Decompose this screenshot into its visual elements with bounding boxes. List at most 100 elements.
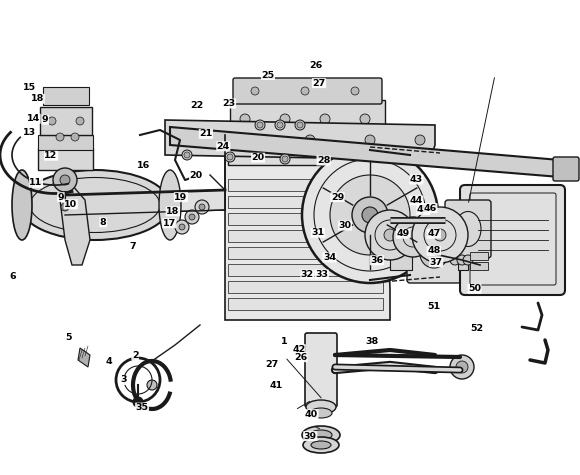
Text: 24: 24 xyxy=(217,142,230,151)
Circle shape xyxy=(147,380,157,390)
Text: 46: 46 xyxy=(424,204,437,212)
Ellipse shape xyxy=(310,430,332,440)
Circle shape xyxy=(297,122,303,128)
Text: 42: 42 xyxy=(292,345,305,353)
Polygon shape xyxy=(225,135,390,320)
Text: 10: 10 xyxy=(64,200,77,209)
Text: 48: 48 xyxy=(427,247,441,255)
Circle shape xyxy=(415,135,425,145)
FancyBboxPatch shape xyxy=(43,87,89,105)
Ellipse shape xyxy=(310,408,332,418)
Text: 36: 36 xyxy=(371,256,383,265)
Circle shape xyxy=(305,135,315,145)
Ellipse shape xyxy=(303,437,339,453)
Bar xyxy=(228,230,383,242)
FancyBboxPatch shape xyxy=(458,240,468,270)
Circle shape xyxy=(48,117,56,125)
Polygon shape xyxy=(60,185,90,265)
Text: 14: 14 xyxy=(27,114,40,123)
Bar xyxy=(228,264,383,276)
Text: 30: 30 xyxy=(339,221,351,230)
Circle shape xyxy=(427,247,441,261)
Circle shape xyxy=(179,224,185,230)
Circle shape xyxy=(245,135,255,145)
Text: 27: 27 xyxy=(313,79,325,87)
Text: 7: 7 xyxy=(129,242,136,250)
Circle shape xyxy=(182,150,192,160)
Circle shape xyxy=(365,210,415,260)
Circle shape xyxy=(351,87,359,95)
FancyBboxPatch shape xyxy=(553,157,579,181)
Text: 38: 38 xyxy=(366,337,379,345)
Circle shape xyxy=(360,114,370,124)
Circle shape xyxy=(282,156,288,162)
Circle shape xyxy=(60,175,70,185)
Polygon shape xyxy=(165,120,435,160)
Text: 29: 29 xyxy=(331,193,344,201)
Bar xyxy=(228,298,383,310)
Text: 18: 18 xyxy=(166,207,180,216)
Circle shape xyxy=(450,355,474,379)
Circle shape xyxy=(175,220,189,234)
FancyBboxPatch shape xyxy=(460,185,565,295)
Circle shape xyxy=(56,133,64,141)
Circle shape xyxy=(295,120,305,130)
Polygon shape xyxy=(65,190,225,215)
FancyBboxPatch shape xyxy=(228,137,386,165)
Text: 4: 4 xyxy=(106,357,113,365)
Polygon shape xyxy=(170,127,560,177)
Text: 47: 47 xyxy=(427,229,440,238)
Text: 9: 9 xyxy=(42,115,49,124)
Text: 15: 15 xyxy=(23,84,35,92)
Circle shape xyxy=(227,154,233,160)
Text: 5: 5 xyxy=(65,333,72,342)
Ellipse shape xyxy=(302,426,340,444)
Circle shape xyxy=(456,361,468,373)
Text: 52: 52 xyxy=(470,324,483,333)
Circle shape xyxy=(277,122,283,128)
Circle shape xyxy=(384,229,396,241)
Circle shape xyxy=(185,210,199,224)
Circle shape xyxy=(365,135,375,145)
Circle shape xyxy=(71,133,79,141)
Text: 50: 50 xyxy=(468,285,481,293)
Circle shape xyxy=(61,203,69,211)
FancyBboxPatch shape xyxy=(233,78,382,104)
FancyBboxPatch shape xyxy=(407,225,461,283)
FancyBboxPatch shape xyxy=(40,107,92,135)
Polygon shape xyxy=(78,348,90,367)
Bar xyxy=(470,252,488,260)
Circle shape xyxy=(352,197,388,233)
Circle shape xyxy=(53,168,77,192)
Text: 49: 49 xyxy=(397,229,409,238)
Text: 23: 23 xyxy=(223,99,235,108)
Text: 26: 26 xyxy=(310,61,322,70)
Text: 28: 28 xyxy=(317,156,331,165)
Circle shape xyxy=(434,229,446,241)
Circle shape xyxy=(225,152,235,162)
Text: 18: 18 xyxy=(31,95,45,103)
Text: 41: 41 xyxy=(270,381,283,390)
Text: 51: 51 xyxy=(427,302,440,311)
Circle shape xyxy=(195,200,209,214)
Text: 34: 34 xyxy=(323,253,336,262)
Text: 13: 13 xyxy=(23,128,35,136)
Text: 45: 45 xyxy=(417,206,430,214)
Circle shape xyxy=(280,114,290,124)
Ellipse shape xyxy=(159,170,181,240)
Bar xyxy=(470,262,488,270)
Text: 19: 19 xyxy=(175,193,187,201)
Text: 2: 2 xyxy=(132,351,139,360)
Circle shape xyxy=(255,120,265,130)
FancyBboxPatch shape xyxy=(445,200,491,258)
Bar xyxy=(228,196,383,208)
Ellipse shape xyxy=(450,255,460,265)
FancyBboxPatch shape xyxy=(305,333,337,407)
Text: 17: 17 xyxy=(163,219,176,228)
Ellipse shape xyxy=(463,255,473,265)
Ellipse shape xyxy=(311,441,331,449)
Bar xyxy=(228,281,383,293)
Text: 40: 40 xyxy=(305,410,318,418)
Circle shape xyxy=(320,114,330,124)
Text: 31: 31 xyxy=(311,228,324,237)
